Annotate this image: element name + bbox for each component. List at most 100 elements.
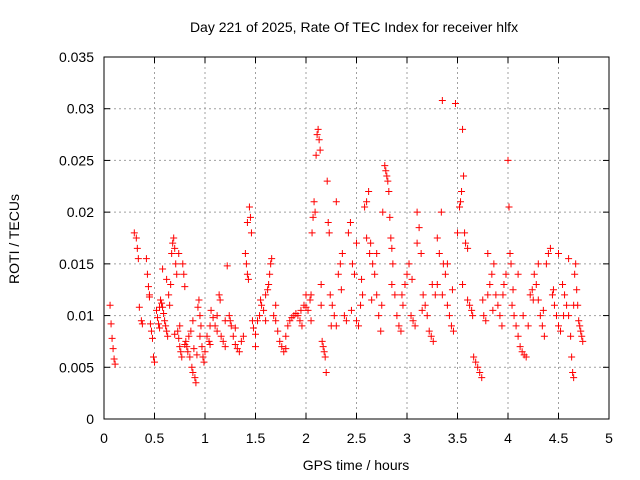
data-point — [189, 317, 197, 325]
data-point — [350, 270, 358, 278]
data-point — [313, 131, 321, 139]
data-point — [107, 320, 115, 328]
data-point — [366, 250, 374, 258]
x-tick-label: 0.5 — [145, 430, 165, 446]
y-tick-label: 0.03 — [67, 101, 94, 117]
data-point — [397, 327, 405, 335]
data-point — [231, 324, 239, 332]
data-point — [324, 218, 332, 226]
data-point — [555, 322, 562, 330]
data-point — [464, 244, 472, 252]
data-point — [504, 156, 512, 164]
data-point — [508, 301, 516, 309]
data-point — [578, 332, 586, 340]
data-point — [433, 234, 441, 242]
data-point — [437, 208, 445, 216]
data-point — [344, 229, 352, 237]
data-point — [316, 146, 324, 154]
data-point — [278, 343, 286, 351]
data-point — [192, 379, 200, 387]
data-point — [138, 320, 146, 328]
data-point — [544, 250, 552, 258]
data-point — [187, 327, 195, 335]
data-point — [163, 327, 171, 335]
data-point — [171, 244, 179, 252]
data-point — [488, 270, 496, 278]
data-point — [181, 341, 189, 349]
data-point — [489, 306, 497, 314]
data-point — [153, 306, 161, 314]
data-point — [318, 337, 326, 345]
data-point — [317, 281, 325, 289]
data-point — [338, 250, 346, 258]
data-point — [405, 260, 413, 268]
data-point — [272, 317, 280, 325]
grid-lines — [104, 57, 609, 419]
data-point — [514, 332, 522, 340]
data-point — [322, 368, 330, 376]
data-point — [506, 250, 514, 258]
data-point — [168, 250, 176, 258]
data-point — [479, 296, 487, 304]
data-point — [334, 270, 342, 278]
data-point — [323, 177, 331, 185]
data-point — [297, 306, 305, 314]
data-point — [568, 353, 576, 361]
data-point — [579, 337, 587, 345]
x-tick-label: 5 — [605, 430, 613, 446]
data-point — [419, 291, 427, 299]
data-point — [548, 291, 556, 299]
data-point — [227, 322, 235, 330]
data-point — [550, 301, 558, 309]
data-point — [391, 291, 399, 299]
data-point — [384, 177, 392, 185]
data-point — [561, 291, 569, 299]
data-point — [321, 353, 329, 361]
data-point — [133, 244, 141, 252]
data-point — [336, 260, 344, 268]
data-point — [205, 337, 213, 345]
x-tick-label: 1.5 — [246, 430, 266, 446]
data-point — [371, 270, 379, 278]
data-point — [179, 260, 187, 268]
data-point — [199, 353, 207, 361]
data-point — [304, 306, 312, 314]
data-point — [171, 330, 179, 338]
data-point — [496, 312, 504, 320]
data-point — [225, 312, 233, 320]
x-tick-labels: 0 0.5 1 1.5 2 2.5 3 3.5 4 4.5 5 — [100, 430, 613, 446]
data-point — [549, 286, 557, 294]
y-tick-label: 0 — [86, 411, 94, 427]
data-point — [526, 291, 534, 299]
data-point — [235, 348, 243, 356]
data-point — [143, 270, 151, 278]
data-point — [389, 260, 397, 268]
data-point — [195, 296, 203, 304]
data-point — [109, 345, 117, 353]
data-point — [106, 301, 114, 309]
data-point — [441, 270, 449, 278]
data-point — [565, 255, 573, 263]
data-point — [315, 136, 323, 144]
data-point — [431, 291, 439, 299]
data-point — [458, 187, 466, 195]
data-point — [206, 322, 214, 330]
data-point — [193, 351, 201, 359]
x-tick-label: 3.5 — [448, 430, 468, 446]
data-point — [326, 291, 334, 299]
data-point — [575, 317, 583, 325]
data-point — [459, 125, 467, 133]
data-point — [378, 301, 386, 309]
data-point — [451, 100, 459, 108]
data-point — [215, 291, 223, 299]
data-point — [156, 303, 164, 311]
data-point — [276, 337, 284, 345]
data-point — [474, 363, 482, 371]
data-point — [206, 341, 214, 349]
data-point — [312, 151, 320, 159]
data-point — [166, 301, 174, 309]
data-point — [221, 343, 229, 351]
data-point — [461, 229, 469, 237]
data-point — [265, 281, 273, 289]
data-point — [134, 255, 142, 263]
